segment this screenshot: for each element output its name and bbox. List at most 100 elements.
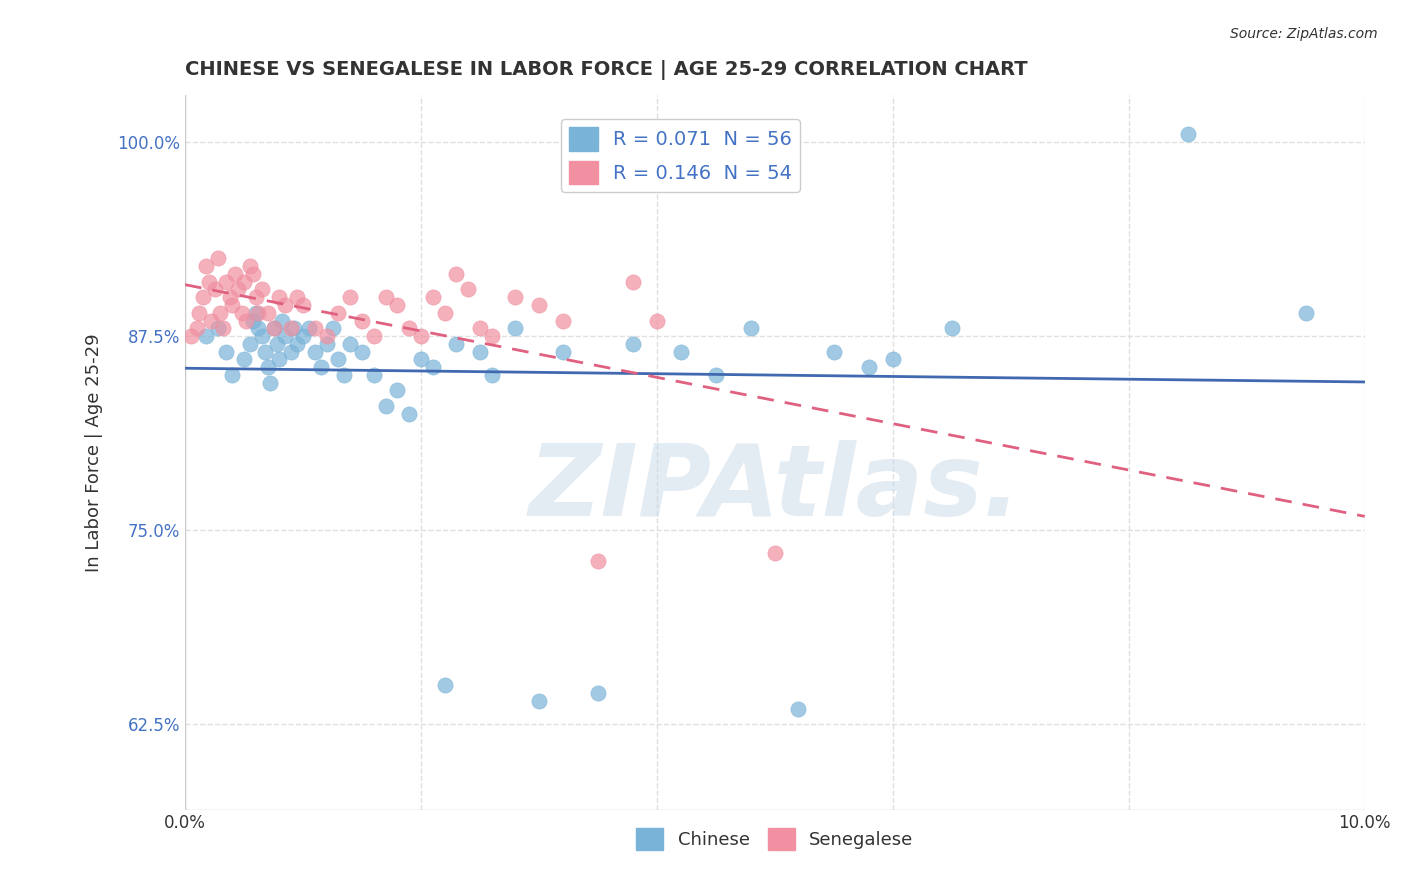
Point [188,306,211,320]
Point [304,344,326,359]
Point [333,368,356,382]
Point [527,298,550,312]
Point [245,290,267,304]
Point [527,694,550,708]
Point [363,329,385,343]
Text: ZIPAtlas.: ZIPAtlas. [529,440,1021,537]
Point [239,259,262,273]
Point [247,321,270,335]
Point [422,360,444,375]
Point [204,283,226,297]
Point [398,407,420,421]
Point [481,368,503,382]
Point [285,336,308,351]
Point [280,344,302,359]
Point [309,360,332,375]
Point [283,321,305,335]
Point [409,329,432,343]
Point [315,336,337,351]
Point [292,329,315,343]
Text: Source: ZipAtlas.com: Source: ZipAtlas.com [1230,27,1378,41]
Point [233,352,256,367]
Point [374,399,396,413]
Point [235,313,257,327]
Point [446,336,468,351]
Point [505,290,527,304]
Point [339,336,361,351]
Point [298,321,321,335]
Point [207,321,229,335]
Point [823,344,845,359]
Point [292,298,315,312]
Point [551,313,574,327]
Point [269,290,291,304]
Point [285,290,308,304]
Point [457,283,479,297]
Point [250,329,273,343]
Point [269,352,291,367]
Point [468,321,491,335]
Point [221,368,243,382]
Point [195,259,218,273]
Point [195,329,218,343]
Point [211,321,233,335]
Point [586,554,609,568]
Point [250,283,273,297]
Point [215,275,238,289]
Point [1177,127,1199,141]
Point [304,321,326,335]
Point [858,360,880,375]
Point [256,360,278,375]
Point [398,321,420,335]
Point [186,321,208,335]
Point [740,321,762,335]
Point [233,275,256,289]
Point [409,352,432,367]
Point [363,368,385,382]
Point [387,384,409,398]
Point [209,306,232,320]
Point [270,313,292,327]
Point [266,336,288,351]
Point [200,313,222,327]
Point [242,267,264,281]
Point [191,290,214,304]
Point [245,306,267,320]
Point [433,678,456,692]
Legend: R = 0.071  N = 56, R = 0.146  N = 54: R = 0.071 N = 56, R = 0.146 N = 54 [561,120,800,192]
Point [787,701,810,715]
Point [247,306,270,320]
Point [263,321,285,335]
Point [481,329,503,343]
Text: CHINESE VS SENEGALESE IN LABOR FORCE | AGE 25-29 CORRELATION CHART: CHINESE VS SENEGALESE IN LABOR FORCE | A… [186,60,1028,79]
Point [422,290,444,304]
Point [315,329,337,343]
Point [254,344,277,359]
Point [263,321,285,335]
Point [350,344,373,359]
Point [215,344,238,359]
Point [207,252,229,266]
Point [645,313,668,327]
Point [621,336,644,351]
Point [197,275,219,289]
Point [226,283,249,297]
Point [256,306,278,320]
Point [621,275,644,289]
Point [374,290,396,304]
Point [218,290,240,304]
Point [446,267,468,281]
Point [387,298,409,312]
Point [941,321,963,335]
Point [231,306,253,320]
Point [763,546,786,560]
Point [180,329,202,343]
Point [239,336,262,351]
Point [328,352,350,367]
Point [280,321,302,335]
Point [274,329,297,343]
Point [433,306,456,320]
Point [468,344,491,359]
Point [339,290,361,304]
Point [505,321,527,335]
